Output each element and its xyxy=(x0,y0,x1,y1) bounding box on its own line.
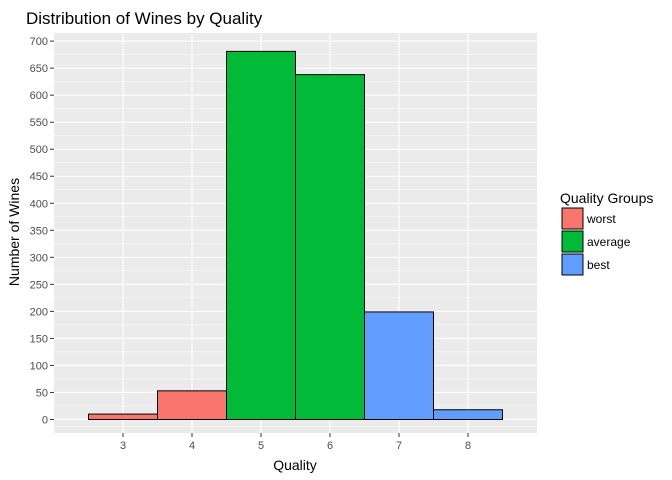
y-axis: 0 50 100 150 200 250 300 350 400 450 500 550 600 650 7… xyxy=(30,36,54,426)
bar-quality-6 xyxy=(295,74,365,420)
x-tick-label: 4 xyxy=(189,440,195,452)
legend-title: Quality Groups xyxy=(560,190,653,206)
legend-key-worst xyxy=(561,207,584,230)
bars xyxy=(88,50,503,420)
bar-quality-5 xyxy=(226,50,296,420)
x-axis-title: Quality xyxy=(273,457,317,473)
x-tick-label: 3 xyxy=(120,440,126,452)
y-tick-label: 0 xyxy=(42,414,48,426)
legend-label-best: best xyxy=(587,258,610,272)
y-tick-label: 350 xyxy=(30,225,48,237)
y-tick-label: 650 xyxy=(30,63,48,75)
legend-label-worst: worst xyxy=(586,212,616,226)
y-tick-label: 50 xyxy=(36,387,48,399)
bar-quality-4 xyxy=(157,390,227,420)
chart-title: Distribution of Wines by Quality xyxy=(26,9,263,28)
y-tick-label: 500 xyxy=(30,144,48,156)
x-axis: 3 4 5 6 7 8 xyxy=(120,433,471,452)
legend-key-average xyxy=(561,230,584,253)
legend: Quality Groups worst average best xyxy=(560,190,653,276)
x-tick-label: 7 xyxy=(396,440,402,452)
bar-quality-8 xyxy=(433,409,503,420)
x-tick-label: 8 xyxy=(465,440,471,452)
y-tick-label: 600 xyxy=(30,90,48,102)
y-tick-label: 400 xyxy=(30,198,48,210)
bar-quality-7 xyxy=(364,311,434,420)
y-axis-title: Number of Wines xyxy=(6,178,22,286)
legend-label-average: average xyxy=(587,235,631,249)
y-tick-label: 550 xyxy=(30,117,48,129)
y-tick-label: 200 xyxy=(30,306,48,318)
x-tick-label: 5 xyxy=(258,440,264,452)
y-tick-label: 300 xyxy=(30,252,48,264)
y-tick-label: 450 xyxy=(30,171,48,183)
bar-quality-3 xyxy=(88,413,158,420)
x-tick-label: 6 xyxy=(327,440,333,452)
y-tick-label: 100 xyxy=(30,360,48,372)
legend-key-best xyxy=(561,253,584,276)
y-tick-label: 150 xyxy=(30,333,48,345)
y-tick-label: 700 xyxy=(30,36,48,48)
y-tick-label: 250 xyxy=(30,279,48,291)
